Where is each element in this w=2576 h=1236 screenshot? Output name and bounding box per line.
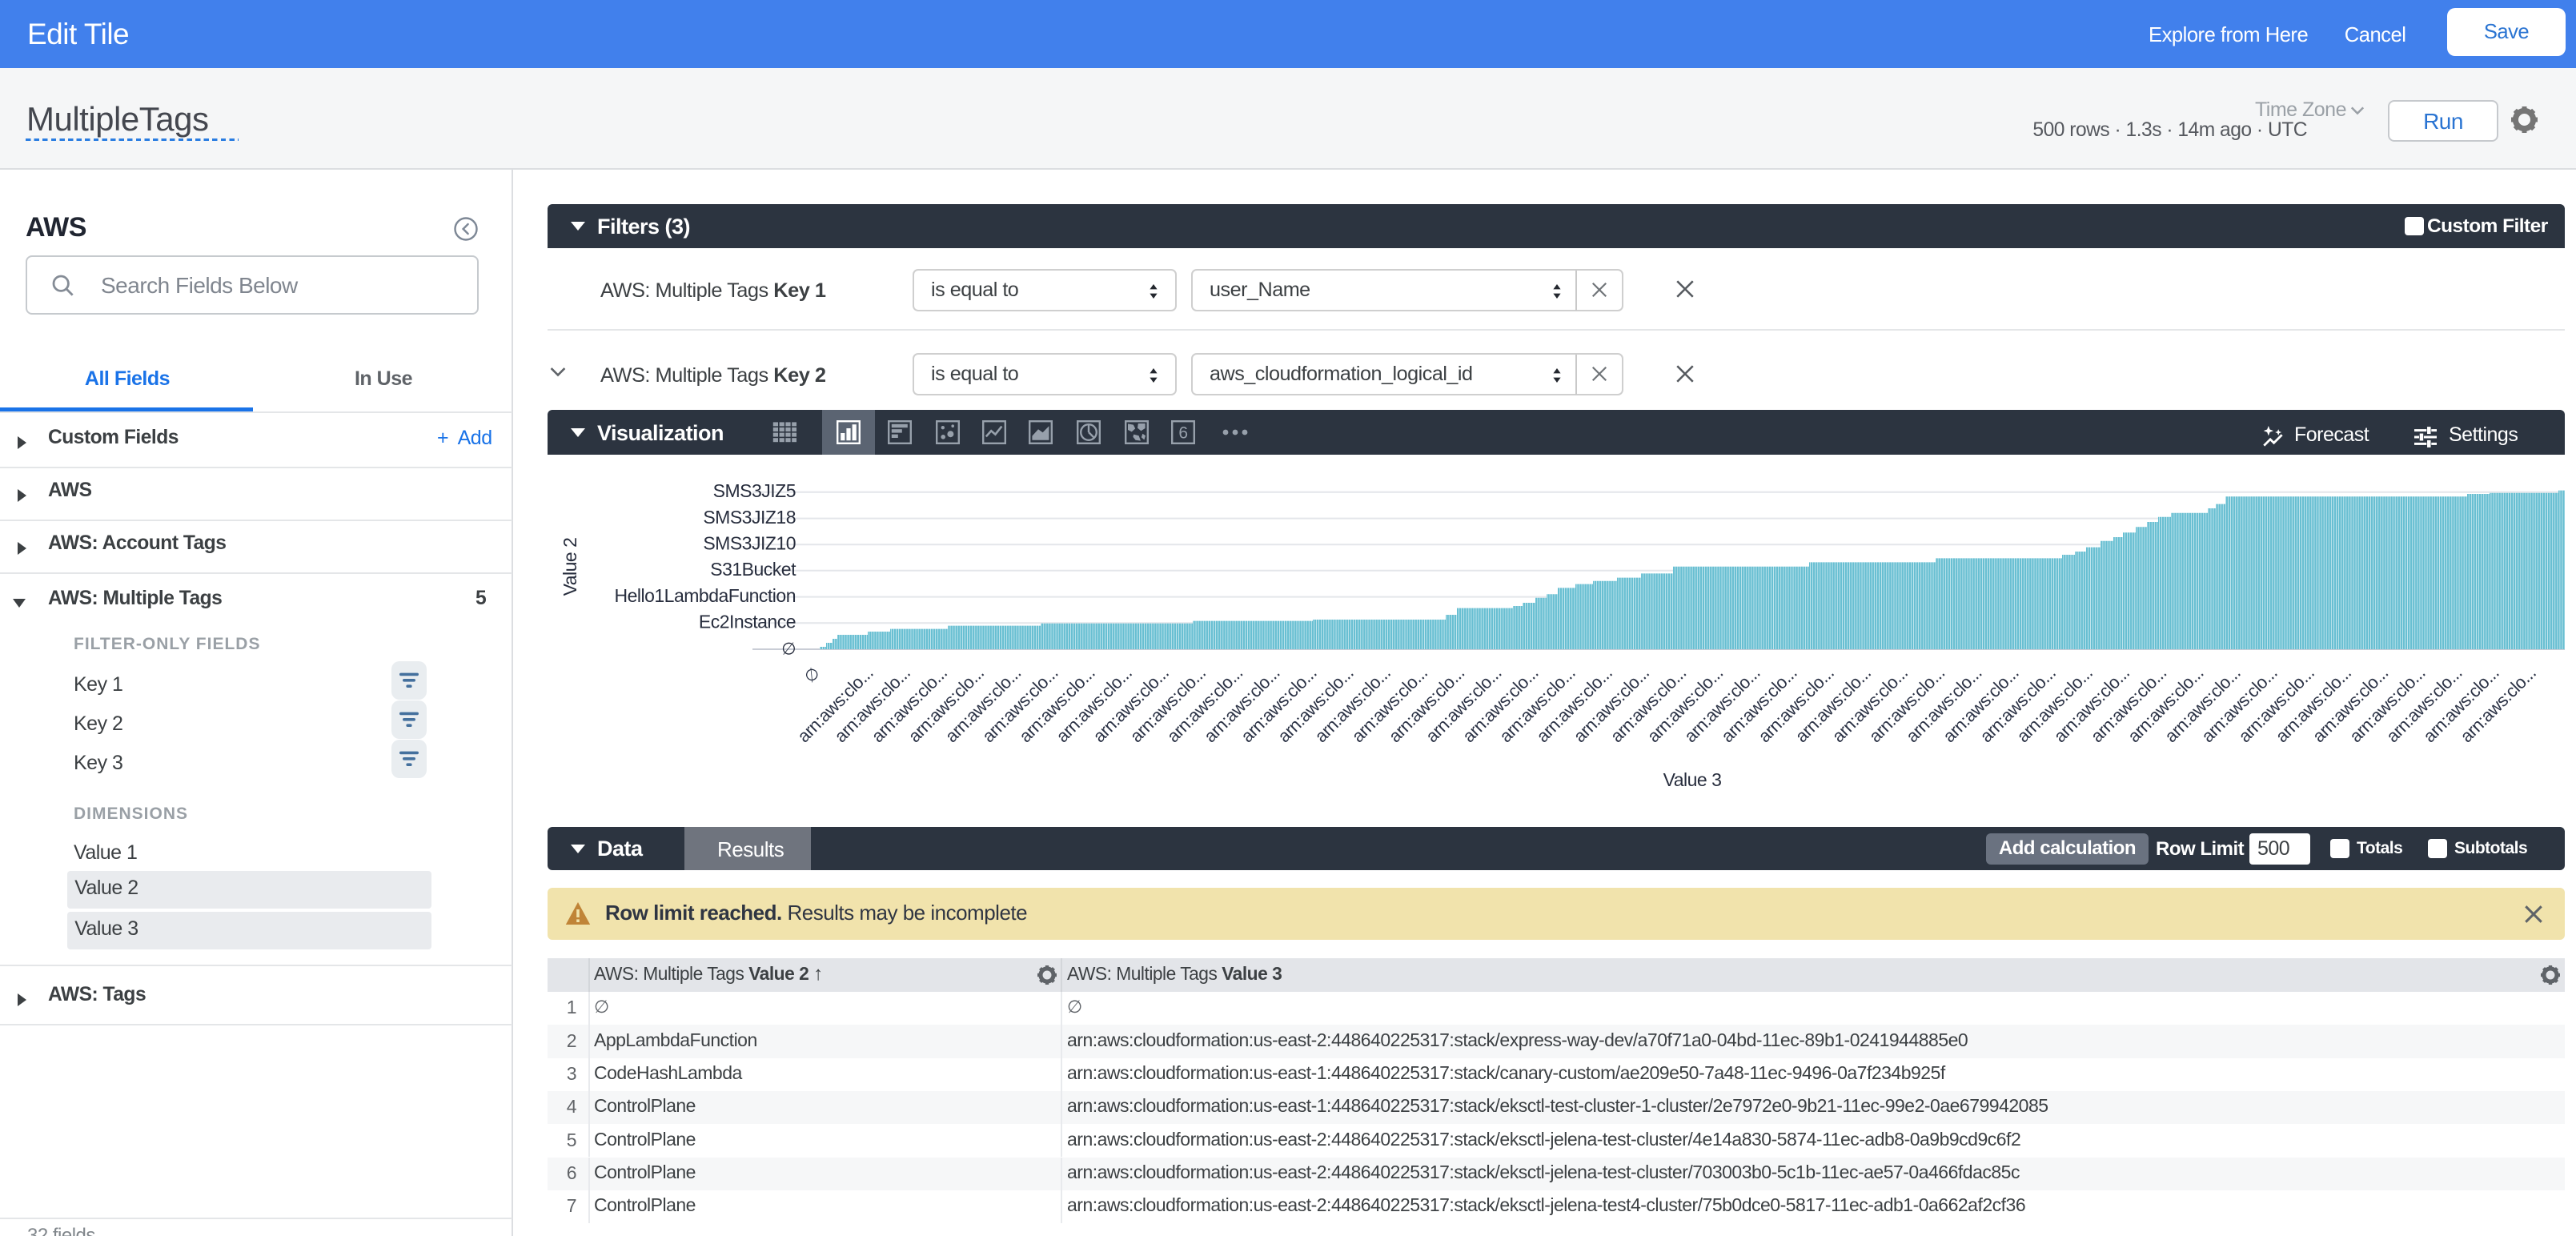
svg-text:Hello1LambdaFunction: Hello1LambdaFunction <box>614 585 796 606</box>
svg-text:S31Bucket: S31Bucket <box>710 559 796 580</box>
svg-text:Ec2Instance: Ec2Instance <box>699 612 796 632</box>
svg-text:Value 3: Value 3 <box>1663 769 1722 790</box>
svg-text:SMS3JIZ10: SMS3JIZ10 <box>703 533 796 554</box>
svg-text:SMS3JIZ18: SMS3JIZ18 <box>703 507 796 528</box>
svg-text:6: 6 <box>1178 424 1187 443</box>
svg-text:∅: ∅ <box>801 664 824 687</box>
svg-text:∅: ∅ <box>781 640 796 658</box>
svg-text:SMS3JIZ5: SMS3JIZ5 <box>713 480 796 501</box>
svg-text:Value 2: Value 2 <box>560 538 580 596</box>
